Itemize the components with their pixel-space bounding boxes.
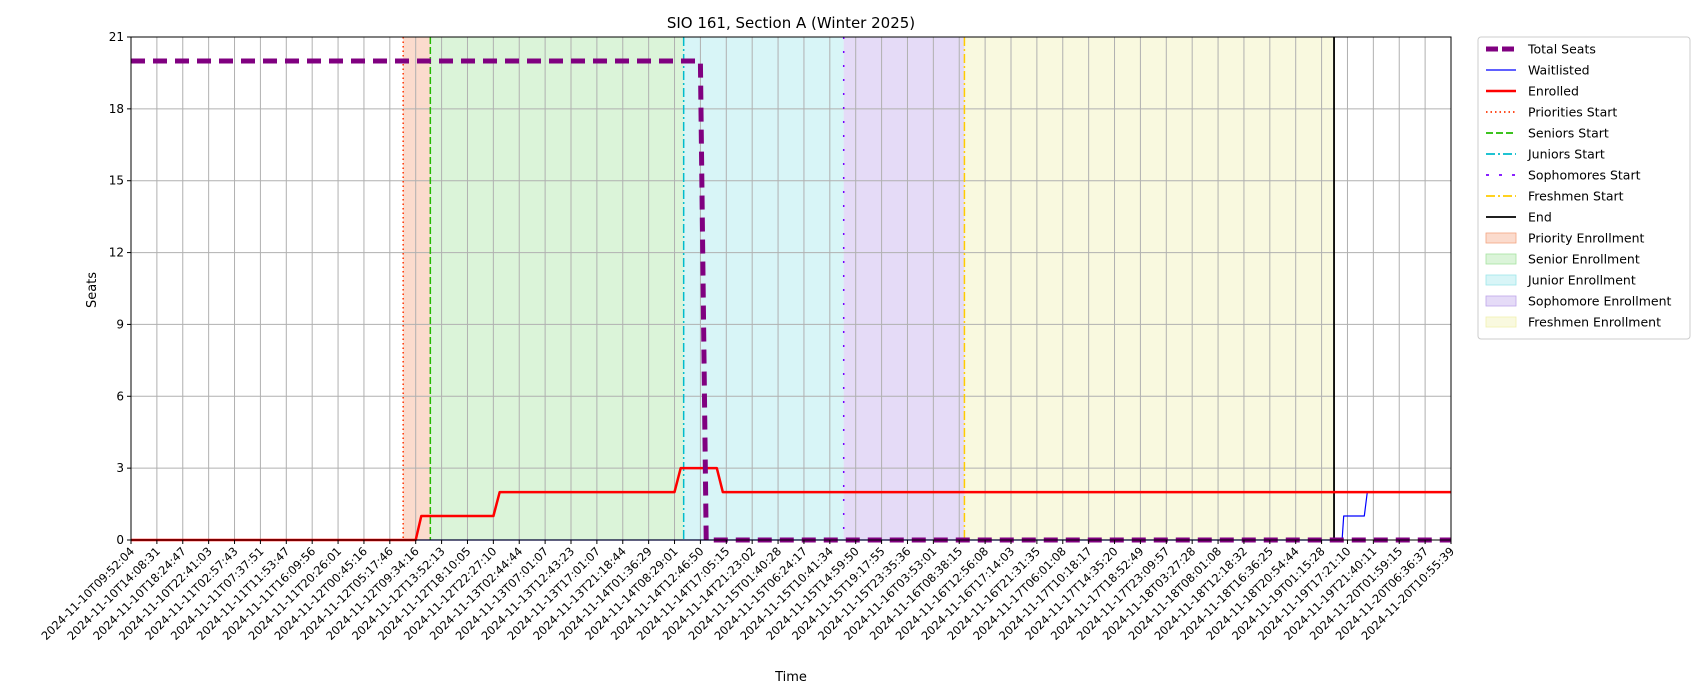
legend-label-total-seats: Total Seats [1527,42,1596,57]
legend-label-junior-enrollment: Junior Enrollment [1527,273,1636,288]
legend-box [1477,36,1691,340]
y-tick-label: 6 [116,389,124,403]
legend-label-enrolled: Enrolled [1528,84,1579,99]
legend-label-juniors-start: Juniors Start [1527,147,1605,162]
span-freshmen-enrollment [964,37,1335,540]
span-priority-enrollment [403,37,431,540]
legend-label-priority-enrollment: Priority Enrollment [1528,231,1645,246]
y-tick-label: 12 [109,246,124,260]
y-tick-label: 0 [116,533,124,547]
grid [130,36,1452,541]
y-tick-label: 21 [109,30,124,44]
enrollment-spans [403,37,1335,540]
legend-swatch-freshmen-enrollment [1485,316,1517,328]
legend-swatch-priority-enrollment [1485,232,1517,244]
y-ticks: 0 3 6 9 12 15 18 21 [109,30,131,547]
legend: Total Seats Waitlisted Enrolled Priorities … [1477,36,1691,340]
y-tick-label: 18 [109,102,124,116]
legend-label-freshmen-start: Freshmen Start [1528,189,1624,204]
series-enrolled [131,466,1451,542]
plot-frame [130,36,1452,541]
legend-swatch-senior-enrollment [1485,253,1517,265]
legend-label-senior-enrollment: Senior Enrollment [1528,252,1640,267]
y-tick-label: 3 [116,461,124,475]
y-tick-label: 9 [116,317,124,331]
phase-start-lines [402,37,1335,540]
legend-label-sophomores-start: Sophomores Start [1528,168,1641,183]
span-senior-enrollment [430,37,684,540]
y-axis-label: Seats [85,272,100,308]
legend-label-freshmen-enrollment: Freshmen Enrollment [1528,315,1661,330]
span-junior-enrollment [683,37,844,540]
y-tick-label: 15 [109,174,124,188]
legend-swatch-junior-enrollment [1485,274,1517,286]
legend-swatch-sophomore-enrollment [1485,295,1517,307]
legend-label-waitlisted: Waitlisted [1528,63,1590,78]
legend-label-seniors-start: Seniors Start [1528,126,1609,141]
chart-title: SIO 161, Section A (Winter 2025) [667,14,915,32]
legend-label-priorities-start: Priorities Start [1528,105,1617,120]
x-ticks: 2024-11-10T09:52:042024-11-10T14:08:3120… [38,540,1457,643]
x-axis-label: Time [774,670,807,685]
legend-label-sophomore-enrollment: Sophomore Enrollment [1528,294,1672,309]
legend-label-end: End [1528,210,1552,225]
span-sophomore-enrollment [843,37,965,540]
